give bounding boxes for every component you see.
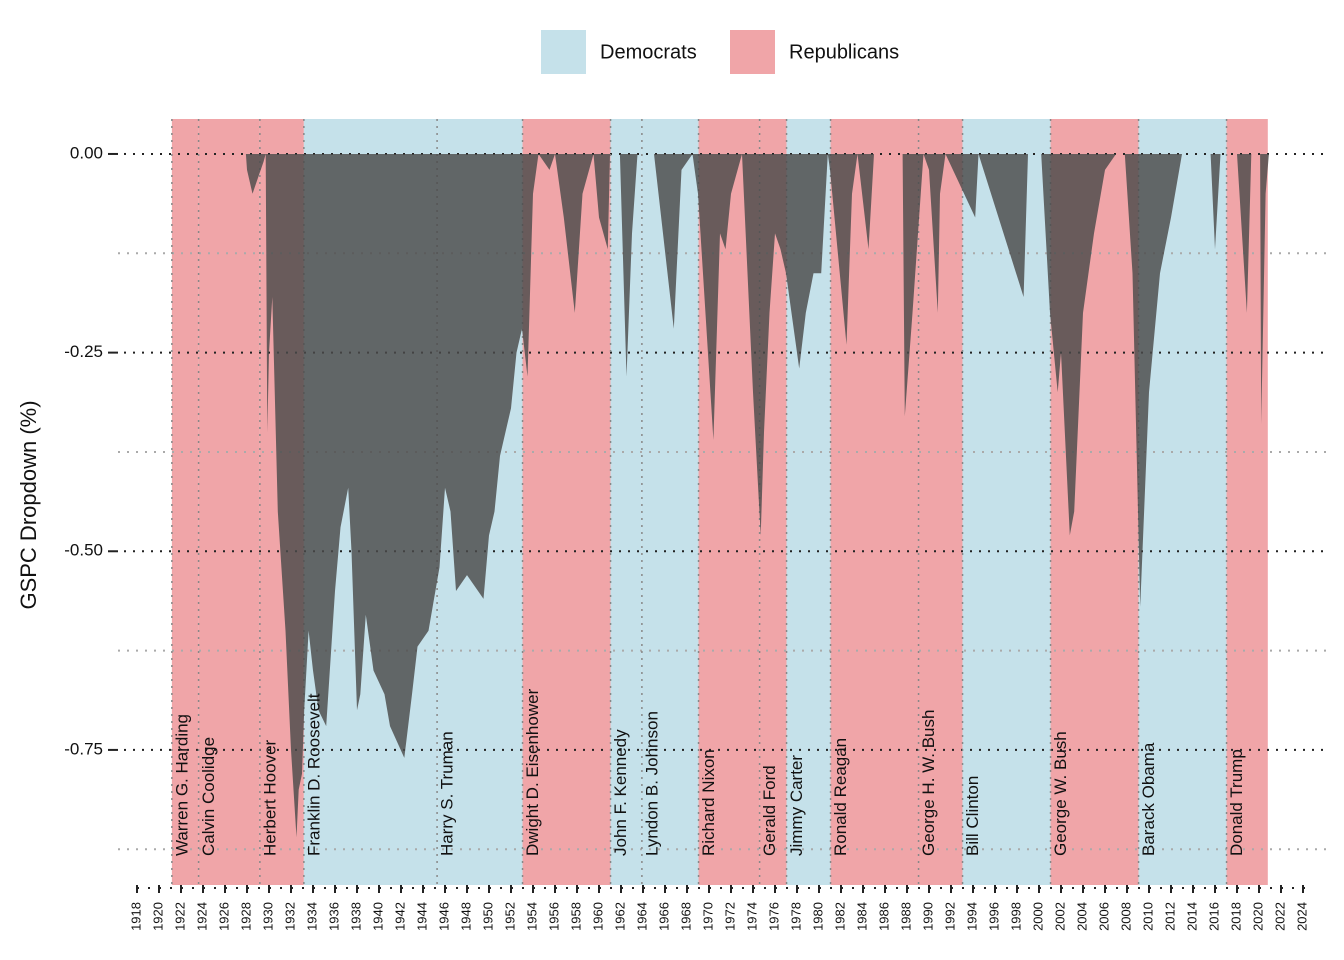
president-band xyxy=(918,119,963,885)
x-tick-label: 1950 xyxy=(480,902,495,931)
x-tick-label: 1956 xyxy=(546,902,561,931)
president-label: Calvin Coolidge xyxy=(199,737,218,856)
x-tick-label: 1968 xyxy=(678,902,693,931)
x-tick-label: 2014 xyxy=(1184,902,1199,931)
x-tick-label: 1982 xyxy=(832,902,847,931)
legend-swatch xyxy=(730,30,775,74)
x-tick-label: 1942 xyxy=(392,902,407,931)
x-tick-label: 1998 xyxy=(1008,902,1023,931)
x-tick-label: 2018 xyxy=(1228,902,1243,931)
x-tick-label: 2008 xyxy=(1118,902,1133,931)
y-tick-label: 0.00 xyxy=(70,143,103,162)
x-tick-label: 1994 xyxy=(964,902,979,931)
x-tick-label: 2010 xyxy=(1140,902,1155,931)
president-label: Gerald Ford xyxy=(760,765,779,856)
x-tick-label: 1962 xyxy=(612,902,627,931)
legend-label: Republicans xyxy=(789,41,899,63)
x-tick-label: 1958 xyxy=(568,902,583,931)
president-label: Warren G. Harding xyxy=(172,714,191,856)
x-tick-label: 2024 xyxy=(1294,902,1309,931)
x-tick-label: 1954 xyxy=(524,902,539,931)
x-tick-label: 2022 xyxy=(1272,902,1287,931)
x-tick-label: 1920 xyxy=(150,902,165,931)
president-label: Franklin D. Roosevelt xyxy=(304,693,323,856)
x-tick-label: 1934 xyxy=(304,902,319,931)
x-tick-label: 1952 xyxy=(502,902,517,931)
y-tick-label: -0.50 xyxy=(64,541,103,560)
x-tick-label: 1918 xyxy=(128,902,143,931)
x-tick-label: 1944 xyxy=(414,902,429,931)
x-tick-label: 1988 xyxy=(898,902,913,931)
x-tick-label: 1928 xyxy=(238,902,253,931)
x-tick-label: 1984 xyxy=(854,902,869,931)
president-label: Herbert Hoover xyxy=(260,739,279,856)
x-tick-label: 2000 xyxy=(1030,902,1045,931)
x-tick-label: 1996 xyxy=(986,902,1001,931)
drawdown-area xyxy=(245,153,1269,838)
legend-swatch xyxy=(541,30,586,74)
x-tick-label: 1936 xyxy=(326,902,341,931)
x-tick-label: 1978 xyxy=(788,902,803,931)
x-tick-label: 1980 xyxy=(810,902,825,931)
x-tick-label: 2016 xyxy=(1206,902,1221,931)
y-axis-label: GSPC Dropdown (%) xyxy=(16,400,41,609)
x-tick-label: 1966 xyxy=(656,902,671,931)
x-tick-label: 1946 xyxy=(436,902,451,931)
president-label: George H. W. Bush xyxy=(919,710,938,856)
president-band xyxy=(962,119,1051,885)
x-tick-label: 1922 xyxy=(172,902,187,931)
x-tick-label: 1974 xyxy=(744,902,759,931)
x-tick-label: 1938 xyxy=(348,902,363,931)
x-tick-label: 2002 xyxy=(1052,902,1067,931)
president-band xyxy=(171,119,199,885)
y-tick-label: -0.25 xyxy=(64,342,103,361)
president-label: Dwight D. Eisenhower xyxy=(523,688,542,856)
x-tick-label: 1972 xyxy=(722,902,737,931)
legend-label: Democrats xyxy=(600,41,697,63)
president-band xyxy=(522,119,611,885)
president-label: Richard Nixon xyxy=(699,749,718,856)
president-label: Barack Obama xyxy=(1139,742,1158,856)
x-tick-label: 1990 xyxy=(920,902,935,931)
x-tick-label: 1926 xyxy=(216,902,231,931)
president-label: Donald Trump xyxy=(1227,749,1246,856)
x-tick-label: 2004 xyxy=(1074,902,1089,931)
x-tick-label: 1960 xyxy=(590,902,605,931)
president-label: Ronald Reagan xyxy=(831,738,850,856)
x-tick-label: 1940 xyxy=(370,902,385,931)
president-label: Lyndon B. Johnson xyxy=(642,711,661,856)
x-tick-label: 1930 xyxy=(260,902,275,931)
president-label: Jimmy Carter xyxy=(787,755,806,856)
x-tick-label: 1976 xyxy=(766,902,781,931)
president-label: George W. Bush xyxy=(1051,731,1070,856)
x-tick-label: 2012 xyxy=(1162,902,1177,931)
x-tick-label: 1964 xyxy=(634,902,649,931)
president-label: Bill Clinton xyxy=(963,776,982,856)
x-tick-label: 1970 xyxy=(700,902,715,931)
x-tick-label: 1948 xyxy=(458,902,473,931)
x-tick-label: 2020 xyxy=(1250,902,1265,931)
x-tick-label: 1924 xyxy=(194,902,209,931)
president-label: Harry S. Truman xyxy=(438,731,457,856)
president-label: John F. Kennedy xyxy=(611,729,630,856)
y-tick-label: -0.75 xyxy=(64,739,103,758)
x-tick-label: 1986 xyxy=(876,902,891,931)
x-tick-label: 1992 xyxy=(942,902,957,931)
x-tick-label: 1932 xyxy=(282,902,297,931)
x-tick-label: 2006 xyxy=(1096,902,1111,931)
president-band xyxy=(198,119,260,885)
